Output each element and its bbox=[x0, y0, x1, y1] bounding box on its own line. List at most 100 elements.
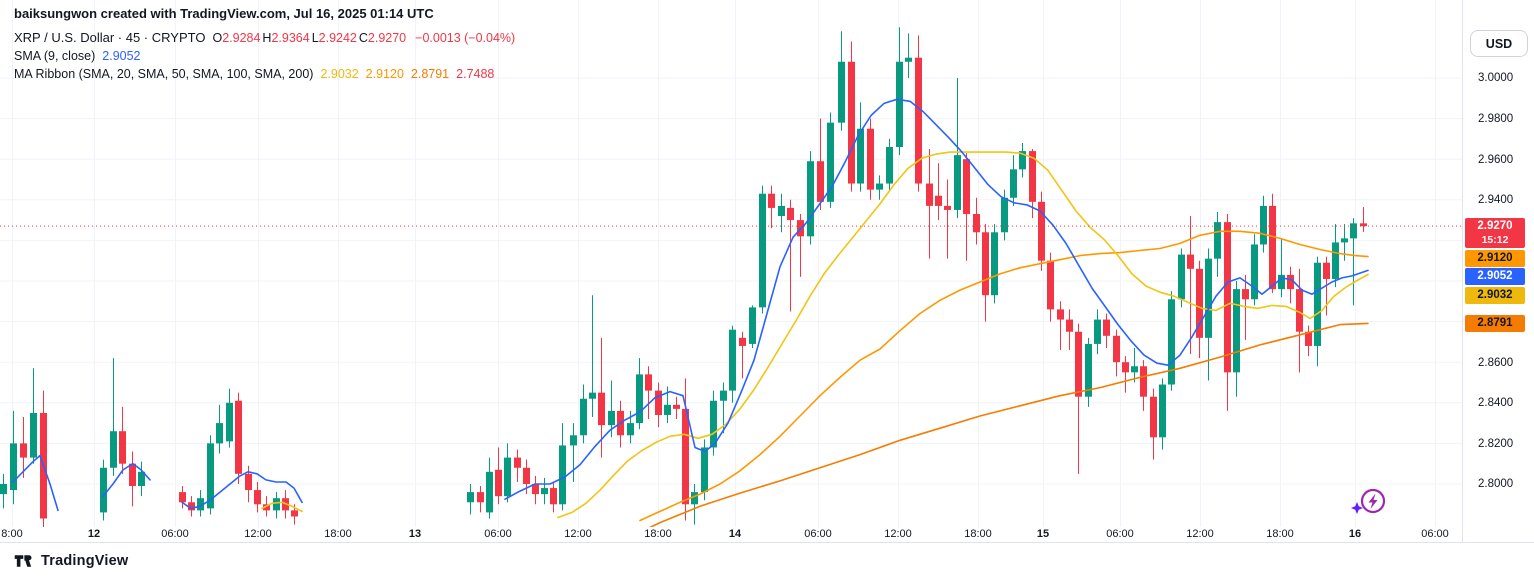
candle bbox=[100, 467, 107, 513]
candle bbox=[1187, 254, 1194, 269]
candle bbox=[245, 473, 252, 491]
candle bbox=[729, 329, 736, 391]
candle bbox=[523, 467, 530, 484]
candle bbox=[207, 443, 214, 509]
candle bbox=[559, 445, 566, 505]
ma-ribbon-value: 2.7488 bbox=[456, 67, 495, 81]
candle bbox=[110, 431, 117, 468]
sparkle-star-glyph bbox=[1351, 502, 1363, 514]
symbol-title[interactable]: XRP / U.S. Dollar · 45 · CRYPTO bbox=[14, 30, 206, 45]
candle bbox=[273, 498, 280, 511]
candle bbox=[1196, 268, 1203, 338]
price-axis[interactable]: USD 3.0000 2.9800 2.9600 2.9400 2.8600 2.8400… bbox=[1462, 0, 1534, 542]
change-value: −0.0013 (−0.04%) bbox=[415, 31, 516, 45]
ma-ribbon-title[interactable]: MA Ribbon (SMA, 20, SMA, 50, SMA, 100, S… bbox=[14, 67, 314, 81]
candle bbox=[886, 147, 893, 184]
candle bbox=[1269, 205, 1276, 290]
candle bbox=[550, 488, 557, 505]
attribution-text: baiksungwon created with TradingView.com… bbox=[14, 6, 434, 21]
candle bbox=[1251, 244, 1258, 300]
candle bbox=[655, 390, 662, 415]
ma-ribbon-value: 2.9120 bbox=[365, 67, 404, 81]
ohlc-values: O2.9284 H2.9364 L2.9242 C2.9270 bbox=[212, 31, 408, 45]
candle bbox=[787, 207, 794, 221]
sma50-line bbox=[639, 230, 1369, 522]
candle bbox=[589, 392, 596, 399]
price-tick-label: 2.8400 bbox=[1478, 397, 1514, 409]
time-tick-label: 18:00 bbox=[1266, 528, 1294, 540]
sma9-legend-row[interactable]: SMA (9, close) 2.9052 bbox=[14, 49, 515, 63]
candle bbox=[570, 435, 577, 446]
candle bbox=[1019, 151, 1026, 170]
candle bbox=[1038, 201, 1045, 261]
candle bbox=[817, 161, 824, 202]
candle bbox=[1057, 309, 1064, 320]
candle bbox=[1150, 396, 1157, 438]
ohlc-item: O2.9284 bbox=[212, 31, 261, 45]
sma9-value: 2.9052 bbox=[102, 49, 141, 63]
time-tick-label: 06:00 bbox=[161, 528, 189, 540]
candle bbox=[867, 128, 874, 190]
ma-price-badge: 2.9120 bbox=[1465, 250, 1525, 267]
candle bbox=[1242, 289, 1249, 300]
candle bbox=[541, 488, 548, 495]
price-tick-label: 2.8600 bbox=[1478, 357, 1514, 369]
candle bbox=[1323, 262, 1330, 279]
candle bbox=[691, 492, 698, 505]
candle bbox=[926, 183, 933, 206]
candle bbox=[991, 232, 998, 296]
candle bbox=[1159, 384, 1166, 438]
candle bbox=[1103, 319, 1110, 336]
candle bbox=[1178, 254, 1185, 300]
time-tick-label: 12:00 bbox=[244, 528, 272, 540]
candle bbox=[673, 404, 680, 409]
last-price-countdown-badge: 2.9270 15:12 bbox=[1465, 218, 1525, 248]
candle bbox=[1168, 299, 1175, 385]
time-tick-label: 06:00 bbox=[1421, 528, 1449, 540]
candle bbox=[0, 483, 7, 495]
chart-pane[interactable]: baiksungwon created with TradingView.com… bbox=[0, 0, 1462, 542]
candle bbox=[1314, 262, 1321, 346]
candle bbox=[467, 492, 474, 503]
time-tick-label: 12 bbox=[87, 528, 101, 540]
symbol-legend-row[interactable]: XRP / U.S. Dollar · 45 · CRYPTO O2.9284 H… bbox=[14, 30, 515, 45]
sma9-title[interactable]: SMA (9, close) bbox=[14, 49, 96, 63]
boost-lightning-icon[interactable] bbox=[1348, 484, 1390, 516]
candle bbox=[636, 374, 643, 424]
ma-ribbon-value: 2.9032 bbox=[320, 67, 359, 81]
chart-canvas[interactable] bbox=[0, 0, 1462, 527]
candle bbox=[1260, 205, 1267, 245]
candle bbox=[1010, 169, 1017, 198]
candle bbox=[848, 61, 855, 184]
candle bbox=[915, 57, 922, 184]
candle bbox=[682, 408, 689, 505]
currency-toggle-button[interactable]: USD bbox=[1470, 30, 1528, 57]
time-tick-label: 8:00 bbox=[1, 528, 23, 540]
tradingview-brand-text[interactable]: TradingView bbox=[41, 552, 129, 569]
candle bbox=[1350, 223, 1357, 239]
ma-ribbon-values: 2.9032 2.9120 2.8791 2.7488 bbox=[320, 67, 501, 81]
price-tick-label: 2.8000 bbox=[1478, 478, 1514, 490]
candle bbox=[739, 337, 746, 346]
ma-ribbon-legend-row[interactable]: MA Ribbon (SMA, 20, SMA, 50, SMA, 100, S… bbox=[14, 67, 515, 81]
candle bbox=[838, 61, 845, 123]
candle bbox=[963, 159, 970, 215]
candle bbox=[1332, 242, 1339, 279]
sma100-line bbox=[648, 322, 1369, 527]
candle bbox=[1029, 151, 1036, 202]
candle bbox=[608, 410, 615, 426]
candle bbox=[1278, 274, 1285, 290]
candle bbox=[1094, 319, 1101, 344]
candle bbox=[216, 423, 223, 444]
price-tick-label: 2.8200 bbox=[1478, 438, 1514, 450]
time-tick-label: 06:00 bbox=[484, 528, 512, 540]
candle bbox=[598, 392, 605, 426]
bar-countdown: 15:12 bbox=[1481, 233, 1509, 246]
candle bbox=[138, 471, 145, 487]
time-axis[interactable]: 8:00 12 06:00 12:00 18:00 13 06:00 12:00 18:00 14… bbox=[0, 527, 1462, 542]
candle bbox=[226, 402, 233, 442]
tradingview-logo-icon[interactable] bbox=[14, 554, 34, 568]
candle bbox=[1296, 289, 1303, 332]
sma20-line bbox=[557, 151, 1369, 519]
